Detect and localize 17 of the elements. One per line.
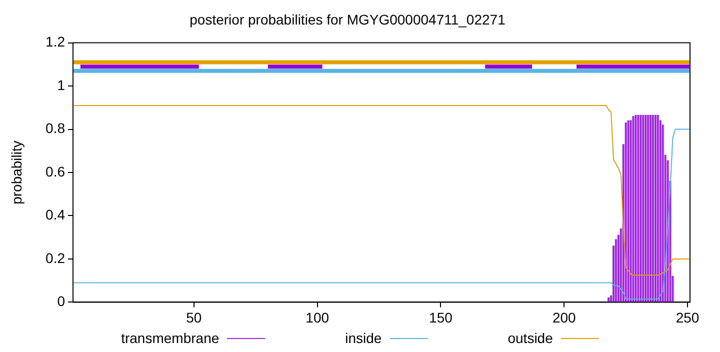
x-tick-label: 250 bbox=[676, 309, 700, 326]
y-axis-title: probability bbox=[8, 140, 24, 204]
y-tick-label: 0.6 bbox=[46, 163, 66, 180]
chart-title: posterior probabilities for MGYG000004711_02271 bbox=[190, 11, 506, 28]
y-tick-label: 1.2 bbox=[46, 34, 66, 50]
legend-label: inside bbox=[345, 330, 382, 346]
x-tick-label: 150 bbox=[429, 309, 453, 326]
y-tick-label: 0 bbox=[57, 293, 66, 310]
y-tick-label: 0.8 bbox=[46, 120, 66, 136]
x-tick-label: 200 bbox=[552, 309, 576, 326]
legend-label: transmembrane bbox=[121, 330, 220, 346]
y-tick-label: 0.4 bbox=[46, 206, 66, 223]
x-tick-label: 100 bbox=[306, 309, 330, 326]
y-tick-label: 0.2 bbox=[46, 250, 66, 266]
legend-label: outside bbox=[508, 330, 553, 346]
y-tick-label: 1 bbox=[57, 76, 66, 93]
x-tick-label: 50 bbox=[186, 309, 202, 326]
